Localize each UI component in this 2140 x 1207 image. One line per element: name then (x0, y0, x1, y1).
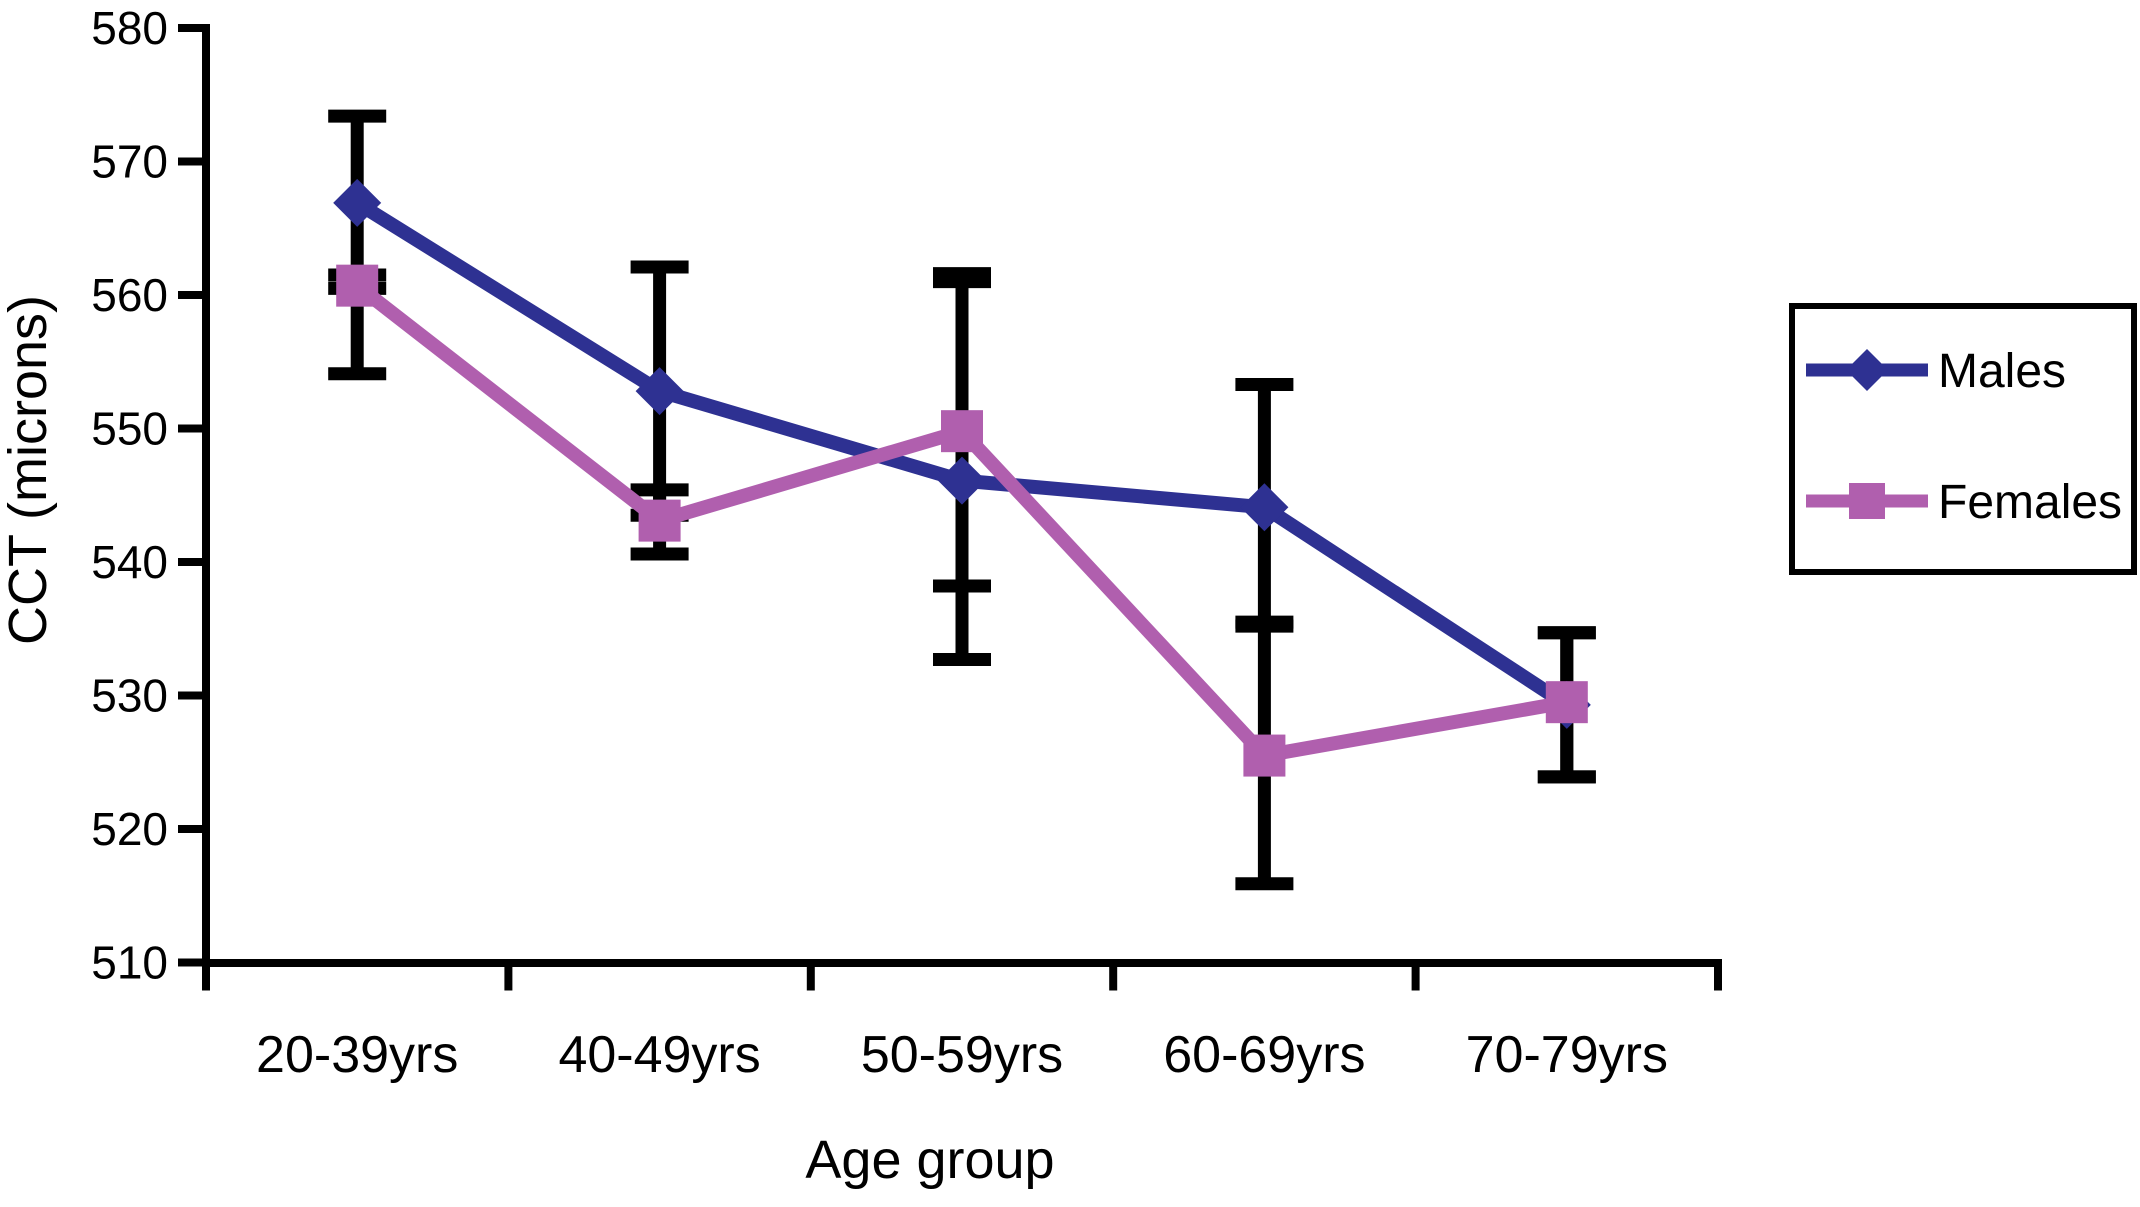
y-tick-label: 510 (91, 937, 168, 989)
x-axis-title: Age group (805, 1130, 1054, 1190)
females-marker (1545, 681, 1588, 724)
y-tick-label: 520 (91, 803, 168, 855)
males-marker (635, 367, 684, 416)
males-marker (333, 178, 382, 227)
legend-box (1789, 303, 2137, 575)
males-marker (1240, 483, 1289, 532)
y-tick-label: 580 (91, 2, 168, 54)
x-category-label: 50-59yrs (861, 1026, 1063, 1084)
legend: Males Females (1789, 303, 2137, 575)
females-marker (1243, 734, 1286, 777)
females-marker (941, 410, 983, 453)
x-category-label: 70-79yrs (1466, 1026, 1668, 1084)
females-marker (336, 264, 379, 307)
y-tick-label: 570 (91, 136, 168, 188)
legend-females-marker (1849, 483, 1885, 519)
females-marker (638, 499, 681, 542)
y-tick-label: 560 (91, 269, 168, 321)
x-category-label: 60-69yrs (1163, 1026, 1365, 1084)
y-tick-label: 530 (91, 670, 168, 722)
males-marker (938, 456, 986, 505)
y-tick-label: 540 (91, 536, 168, 588)
x-category-label: 40-49yrs (558, 1026, 760, 1084)
legend-males-marker (1846, 349, 1888, 391)
y-axis-title: CCT (microns) (0, 295, 58, 645)
y-tick-label: 550 (91, 403, 168, 455)
legend-label-males: Males (1938, 345, 2066, 398)
x-category-label: 20-39yrs (256, 1026, 458, 1084)
legend-label-females: Females (1938, 476, 2122, 529)
